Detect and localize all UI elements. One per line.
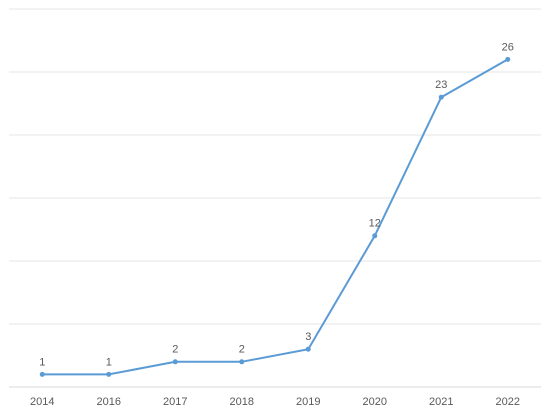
- x-tick-label: 2022: [496, 396, 520, 408]
- point: [372, 233, 378, 239]
- point: [172, 359, 178, 365]
- x-tick-label: 2018: [230, 396, 254, 408]
- x-tick-label: 2020: [363, 396, 387, 408]
- data-label: 26: [502, 41, 514, 53]
- x-tick-label: 2017: [163, 396, 187, 408]
- point: [305, 346, 311, 352]
- point: [505, 56, 511, 62]
- point: [39, 371, 45, 377]
- series-line: [42, 58, 509, 376]
- data-label: 23: [435, 79, 447, 91]
- data-label: 3: [305, 331, 311, 343]
- point: [438, 94, 444, 100]
- x-tick-label: 2019: [296, 396, 320, 408]
- data-label: 2: [239, 344, 245, 356]
- data-label: 2: [172, 344, 178, 356]
- x-tick-label: 2021: [429, 396, 453, 408]
- x-tick-label: 2016: [97, 396, 121, 408]
- data-label: 1: [106, 356, 112, 368]
- data-label: 12: [369, 218, 381, 230]
- data-label: 1: [39, 356, 45, 368]
- point: [106, 371, 112, 377]
- x-tick-label: 2014: [30, 396, 54, 408]
- point: [239, 359, 245, 365]
